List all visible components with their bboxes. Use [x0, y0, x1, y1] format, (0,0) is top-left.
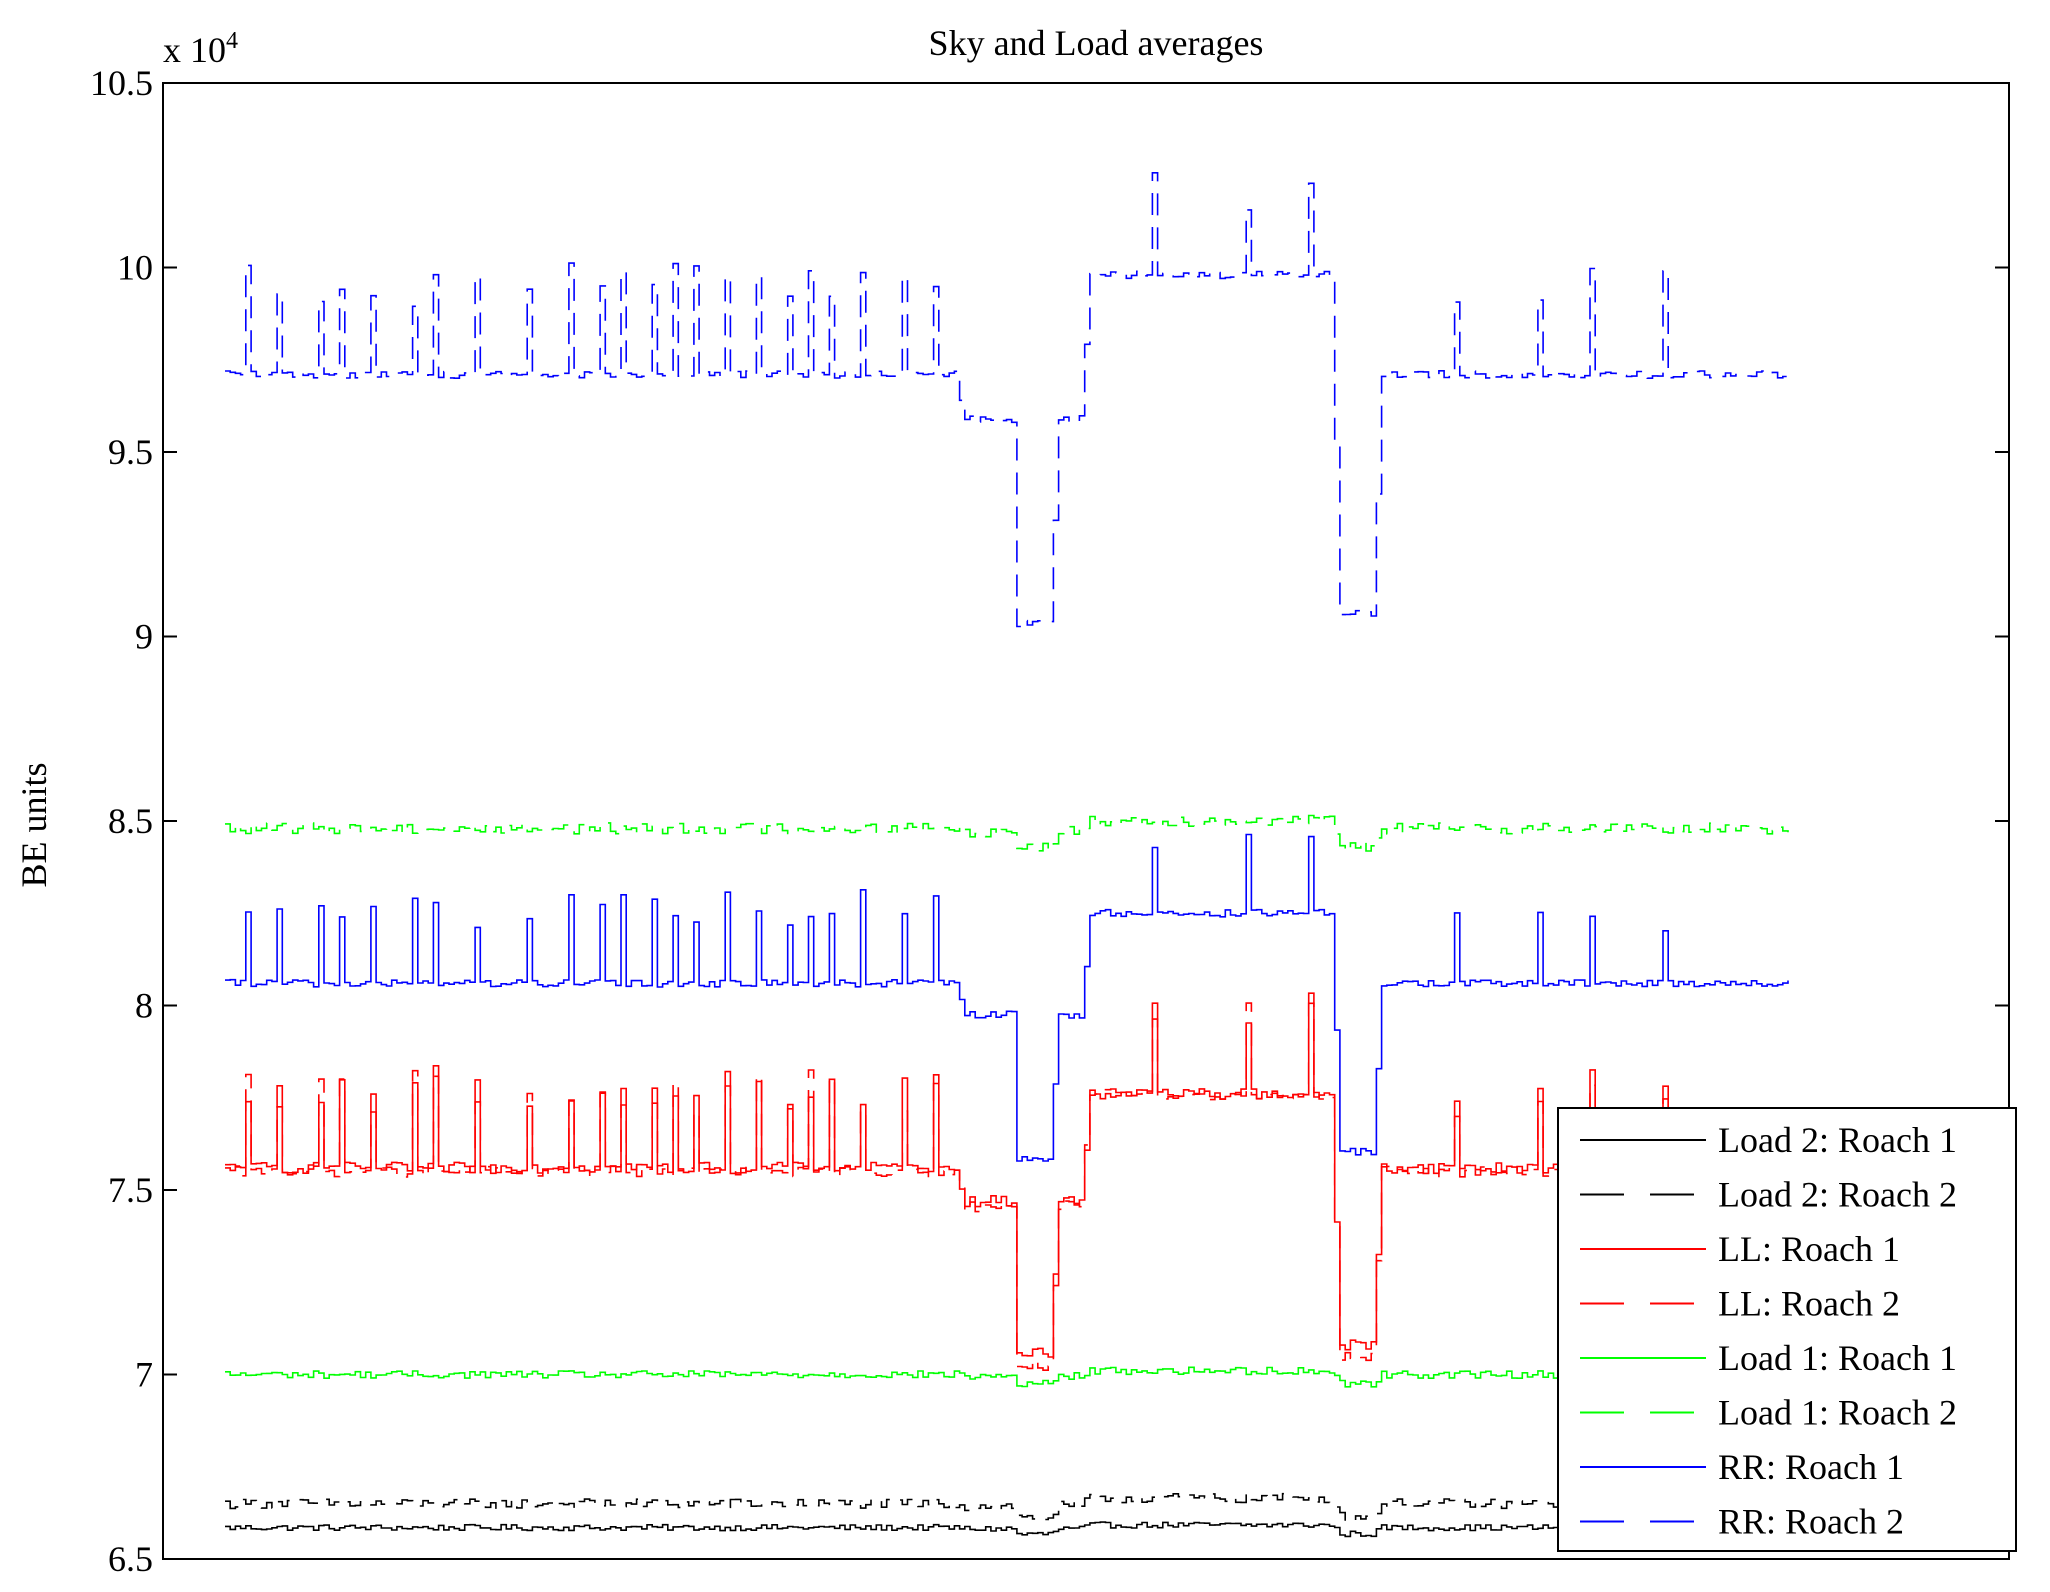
- legend-label: RR: Roach 2: [1718, 1502, 1904, 1542]
- ticks-layer: 6.5 7 7.5 8 8.5 9 9.5 10 10.5: [90, 63, 2009, 1579]
- chart-title: Sky and Load averages: [929, 23, 1264, 63]
- y-axis-label: BE units: [14, 762, 54, 887]
- y-scale-multiplier: x 104: [163, 28, 238, 70]
- legend-label: LL: Roach 2: [1718, 1284, 1900, 1324]
- legend-box: [1557, 1107, 2017, 1552]
- y-tick-label: 10.5: [90, 63, 153, 103]
- legend-label: Load 2: Roach 2: [1718, 1175, 1957, 1215]
- y-scale-prefix: x 10: [163, 30, 226, 70]
- series-line-ll-roach-1: [225, 992, 1789, 1358]
- series-line-rr-roach-1: [225, 833, 1789, 1162]
- series-line-load-2-roach-1: [225, 1521, 1788, 1538]
- legend-label: Load 1: Roach 1: [1718, 1338, 1957, 1378]
- series-line-load-2-roach-2: [225, 1492, 1789, 1522]
- series-line-ll-roach-2: [225, 1002, 1789, 1371]
- legend-label: Load 1: Roach 2: [1718, 1393, 1957, 1433]
- y-tick-label: 8: [135, 986, 153, 1026]
- y-tick-label: 10: [117, 248, 153, 288]
- plot-area-frame: [162, 82, 2010, 1560]
- series-line-rr-roach-2: [225, 172, 1789, 628]
- series-line-load-1-roach-2: [225, 814, 1789, 853]
- y-tick-label: 7: [135, 1355, 153, 1395]
- legend-label: Load 2: Roach 1: [1718, 1120, 1957, 1160]
- legend-label: RR: Roach 1: [1718, 1447, 1904, 1487]
- y-tick-label: 8.5: [108, 801, 153, 841]
- series-line-load-1-roach-1: [225, 1366, 1789, 1388]
- legend-label: LL: Roach 1: [1718, 1229, 1900, 1269]
- y-tick-label: 7.5: [108, 1170, 153, 1210]
- series-layer: [225, 172, 1789, 1538]
- y-tick-label: 9.5: [108, 432, 153, 472]
- y-tick-label: 6.5: [108, 1539, 153, 1579]
- y-tick-label: 9: [135, 617, 153, 657]
- legend: Load 2: Roach 1 Load 2: Roach 2 LL: Roach …: [1557, 1107, 2017, 1552]
- y-scale-exponent: 4: [226, 28, 238, 54]
